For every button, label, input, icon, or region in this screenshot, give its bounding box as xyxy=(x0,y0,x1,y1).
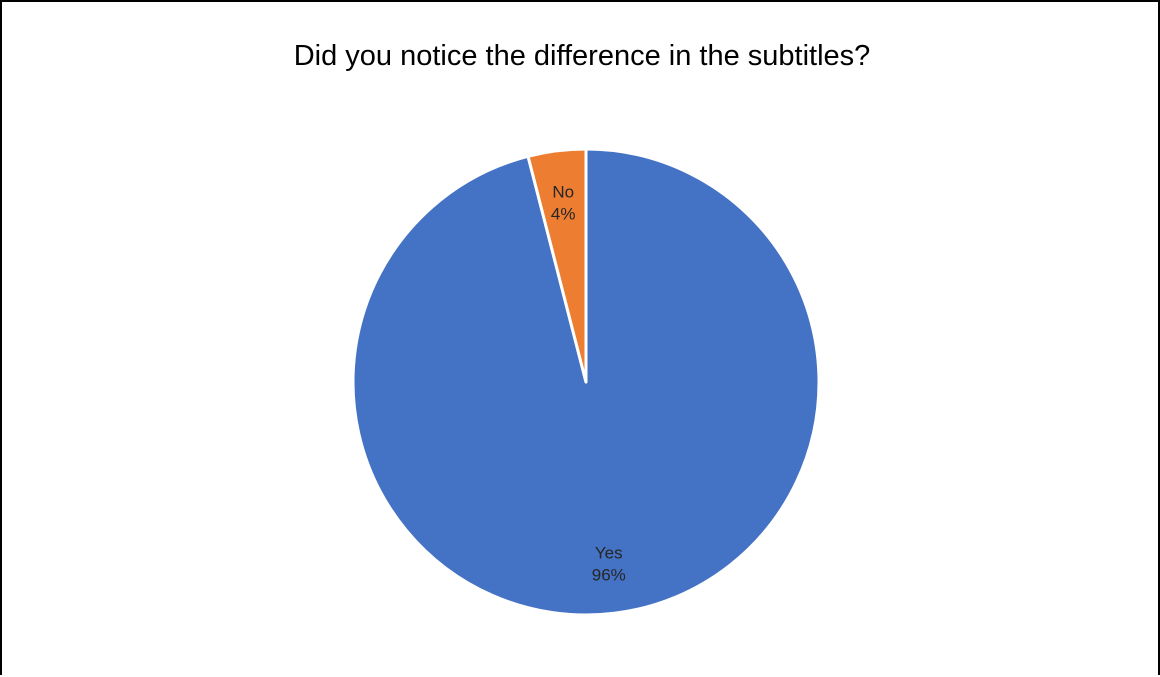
data-label-category: Yes xyxy=(595,543,623,562)
data-label-yes: Yes 96% xyxy=(592,543,626,584)
chart-title: Did you notice the difference in the sub… xyxy=(293,40,871,72)
data-label-percent: 4% xyxy=(551,205,576,224)
data-label-percent: 96% xyxy=(592,565,626,584)
data-label-category: No xyxy=(552,183,574,202)
data-label-no: No 4% xyxy=(551,183,576,224)
pie-slice-no xyxy=(526,147,588,384)
